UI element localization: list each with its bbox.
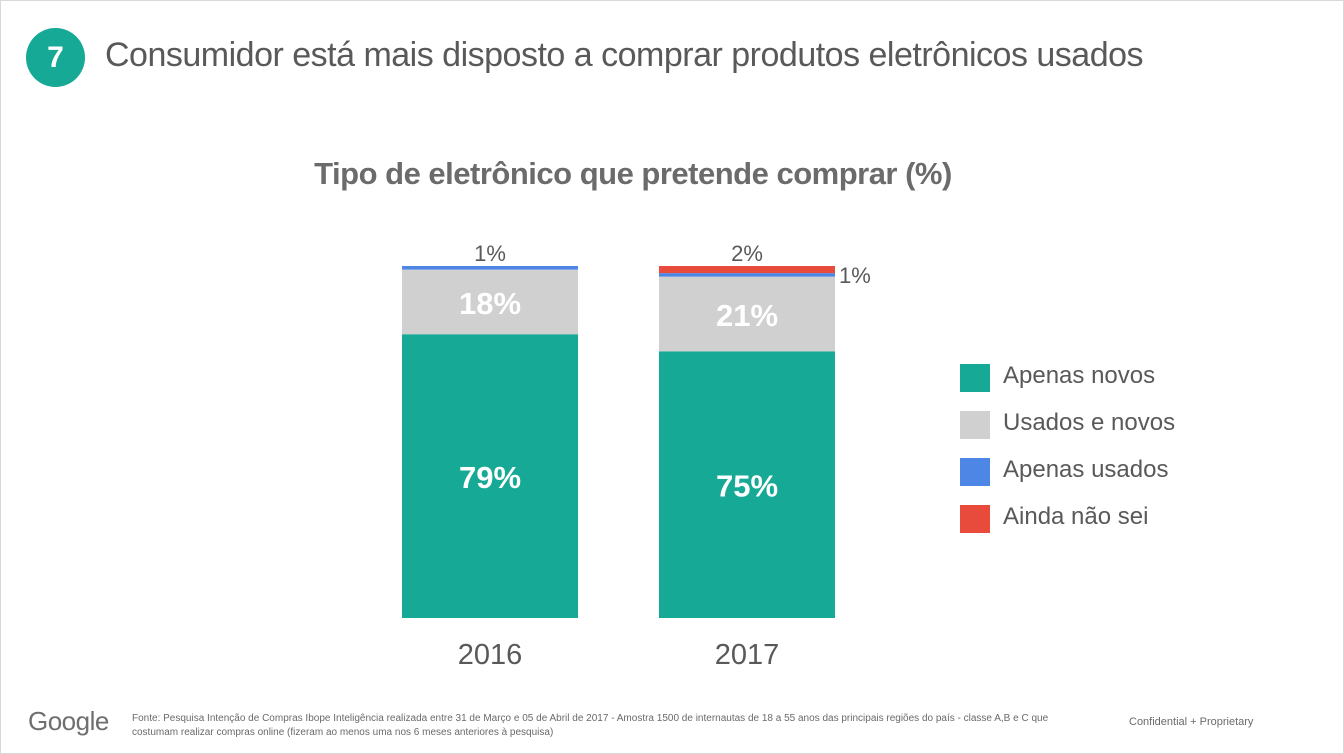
data-label-2016-1: 79% [459,460,521,495]
bar-segment-2016-3 [402,266,578,270]
bar-segment-2016-2 [402,269,578,335]
legend-swatch [960,364,990,392]
bar-segment-2017-1 [659,351,835,618]
legend-label: Ainda não sei [1003,503,1149,530]
legend-swatch [960,458,990,486]
chart-title: Tipo de eletrônico que pretende comprar … [314,156,952,191]
legend-label: Usados e novos [1003,409,1176,436]
data-label-2017-3: 1% [839,263,871,288]
data-label-2016-2: 18% [459,286,521,321]
data-label-2017-4: 2% [731,241,763,266]
slide-title: Consumidor está mais disposto a comprar … [105,36,1144,74]
bar-segment-2016-1 [402,334,578,618]
category-label-2017: 2017 [715,639,780,671]
slide-number-badge: 7 [26,28,85,87]
bar-segment-2017-3 [659,273,835,277]
category-label-2016: 2016 [458,639,523,671]
confidential-label: Confidential + Proprietary [1129,716,1254,728]
legend-swatch [960,411,990,439]
data-label-2017-2: 21% [716,298,778,333]
data-label-2017-1: 75% [716,469,778,504]
google-logo: Google [28,706,109,736]
bar-segment-2017-2 [659,276,835,352]
bar-segment-2017-4 [659,266,835,274]
source-note: Fonte: Pesquisa Intenção de Compras Ibop… [132,713,1049,738]
legend-label: Apenas usados [1003,456,1169,483]
data-label-2016-3: 1% [474,241,506,266]
legend-swatch [960,505,990,533]
legend-label: Apenas novos [1003,362,1156,389]
